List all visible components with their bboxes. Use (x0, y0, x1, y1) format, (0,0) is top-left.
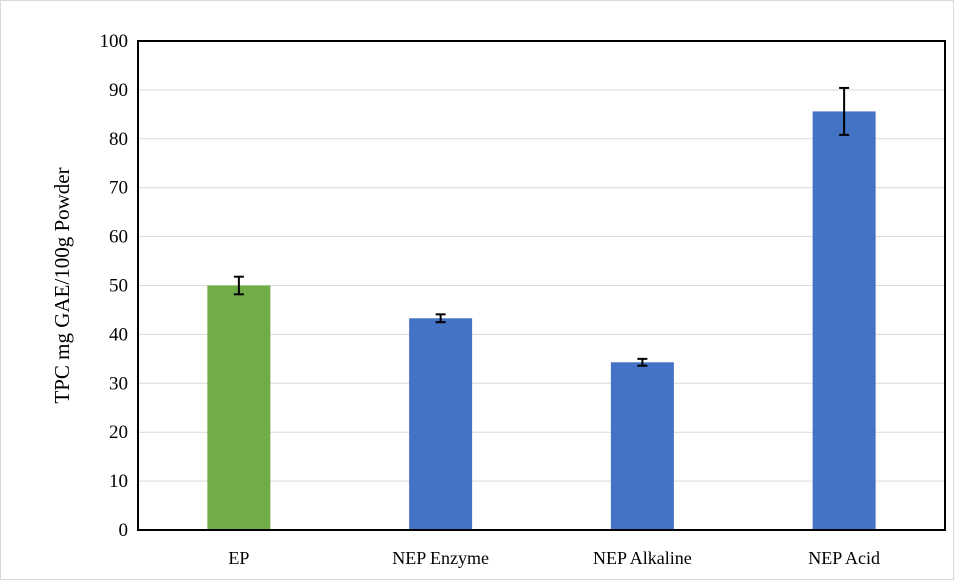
error-bars (233, 86, 850, 367)
y-tick-label: 50 (109, 276, 128, 297)
y-axis-ticks: 0 10 20 30 40 50 60 70 80 90 100 (100, 31, 129, 541)
y-tick-label: 90 (109, 80, 128, 101)
bar-nep-acid (812, 111, 876, 530)
x-category-label: NEP Enzyme (392, 548, 489, 568)
x-category-label: NEP Alkaline (593, 548, 692, 568)
y-axis-title: TPC mg GAE/100g Powder (50, 167, 74, 403)
y-tick-label: 70 (109, 178, 128, 199)
y-tick-label: 40 (109, 324, 128, 345)
plot-area-border (137, 40, 946, 531)
x-category-label: EP (228, 548, 249, 568)
x-category-label: NEP Acid (808, 548, 880, 568)
y-tick-label: 100 (100, 31, 129, 52)
bar-nep-alkaline (610, 362, 674, 530)
x-axis-categories: EP NEP Enzyme NEP Alkaline NEP Acid (228, 548, 880, 568)
y-tick-label: 0 (119, 520, 129, 541)
gridlines (138, 89, 945, 482)
y-tick-label: 30 (109, 373, 128, 394)
bar-ep (207, 285, 271, 530)
y-tick-label: 60 (109, 227, 128, 248)
bars (207, 111, 876, 530)
y-tick-label: 80 (109, 129, 128, 150)
y-tick-label: 10 (109, 471, 128, 492)
bar-nep-enzyme (409, 318, 473, 530)
y-tick-label: 20 (109, 422, 128, 443)
